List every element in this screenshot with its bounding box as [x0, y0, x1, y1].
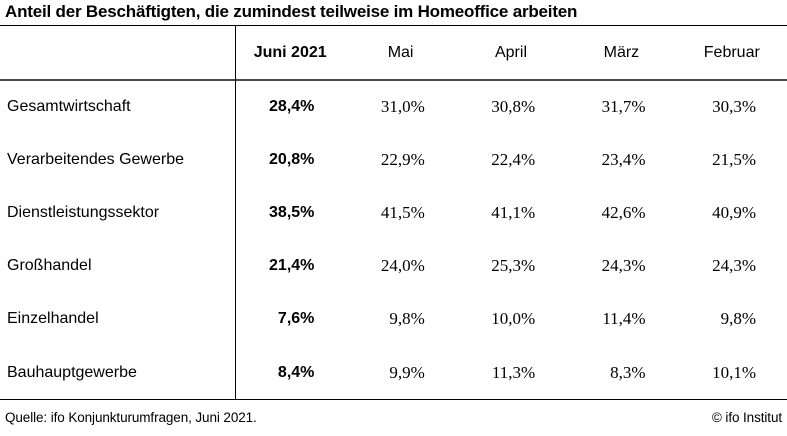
row-label-dienstleistungssektor: Dienstleistungssektor	[7, 203, 160, 221]
column-header-juni-2021: Juni 2021	[253, 44, 327, 61]
table-cell: 25,3%	[491, 256, 536, 276]
footer: Quelle: ifo Konjunkturumfragen, Juni 202…	[5, 405, 782, 429]
table-cell: 31,0%	[380, 96, 425, 116]
row-label-bauhauptgewerbe: Bauhauptgewerbe	[7, 363, 137, 381]
table-cell: 9,8%	[720, 309, 756, 329]
row-label-gesamtwirtschaft: Gesamtwirtschaft	[7, 97, 131, 115]
column-header-maerz: März	[603, 44, 640, 61]
table-cell: 11,3%	[491, 362, 536, 382]
table-cell: 24,0%	[380, 256, 425, 276]
table-cell: 10,1%	[712, 362, 756, 382]
table-cell: 23,4%	[601, 149, 646, 169]
table-cell: 20,8%	[269, 150, 315, 168]
table-cell: 40,9%	[712, 202, 756, 222]
data-table: Juni 2021 Mai April März Februar Gesamtw…	[0, 26, 787, 399]
table-cell: 30,3%	[712, 96, 756, 116]
header-separator-rule	[0, 79, 787, 81]
title-rule	[0, 25, 787, 26]
table-cell: 28,4%	[269, 97, 315, 115]
page-title: Anteil der Beschäftigten, die zumindest …	[5, 2, 578, 21]
table-cell: 11,4%	[602, 309, 646, 329]
source-note: Quelle: ifo Konjunkturumfragen, Juni 202…	[5, 409, 257, 425]
column-divider-line	[235, 26, 236, 399]
table-cell: 9,8%	[389, 309, 425, 329]
column-header-februar: Februar	[703, 44, 760, 61]
row-label-grosshandel: Großhandel	[7, 257, 92, 275]
table-cell: 7,6%	[277, 310, 315, 328]
table-cell: 24,3%	[601, 256, 646, 276]
row-label-einzelhandel: Einzelhandel	[7, 310, 99, 328]
table-cell: 41,5%	[380, 202, 425, 222]
table-corner-cell	[0, 26, 235, 80]
row-label-verarbeitendes-gewerbe: Verarbeitendes Gewerbe	[7, 150, 184, 168]
table-cell: 21,4%	[269, 257, 315, 275]
table-cell: 22,9%	[380, 149, 425, 169]
table-cell: 42,6%	[601, 202, 646, 222]
table-cell: 38,5%	[269, 203, 315, 221]
table-cell: 9,9%	[389, 362, 425, 382]
table-cell: 24,3%	[712, 256, 756, 276]
table-cell: 21,5%	[712, 149, 756, 169]
table-cell: 31,7%	[601, 96, 646, 116]
table-bottom-rule	[0, 399, 787, 400]
copyright-note: © ifo Institut	[711, 409, 782, 425]
table-cell: 41,1%	[491, 202, 536, 222]
table-cell: 30,8%	[491, 96, 536, 116]
table-cell: 10,0%	[491, 309, 536, 329]
table-cell: 8,4%	[277, 363, 315, 381]
column-header-mai: Mai	[387, 44, 414, 61]
table-cell: 22,4%	[491, 149, 536, 169]
table-cell: 8,3%	[610, 362, 646, 382]
column-header-april: April	[494, 44, 527, 61]
